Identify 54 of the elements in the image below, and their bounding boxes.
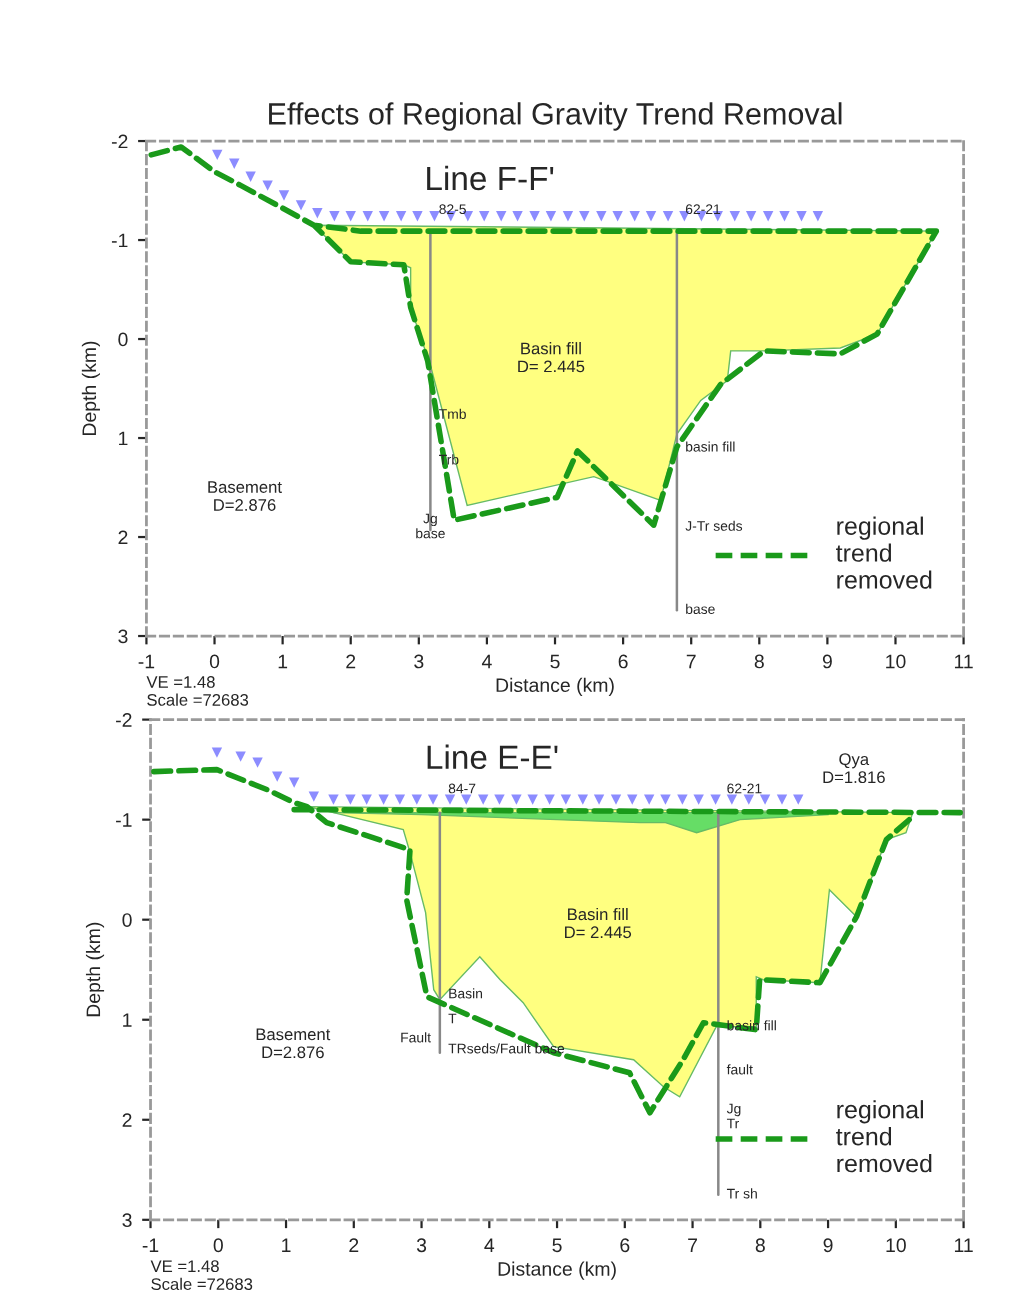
x-tick-label: 2 xyxy=(349,1238,359,1252)
y-tick-label: -1 xyxy=(111,233,128,248)
x-tick-label: 11 xyxy=(954,1238,973,1252)
legend-label: regional trend removed xyxy=(836,1100,932,1173)
y-axis-title: Depth (km) xyxy=(85,922,105,1017)
x-tick-label: 2 xyxy=(346,654,356,669)
text: VE =1.48 Scale =72683 xyxy=(150,1260,253,1291)
y-axis-title: Depth (km) xyxy=(81,341,100,436)
x-tick-label: 3 xyxy=(416,1238,427,1253)
x-tick-label: 3 xyxy=(414,654,424,669)
y-tick-label: 3 xyxy=(122,1213,132,1228)
y-tick-label: -2 xyxy=(116,713,132,727)
x-tick-label: 10 xyxy=(886,654,906,669)
text: Line E-E' xyxy=(427,744,558,770)
y-tick-label: 3 xyxy=(118,629,128,644)
annotation: Qya D=1.816 xyxy=(823,753,885,784)
x-tick-label: -1 xyxy=(138,654,155,669)
chart-title: Effects of Regional Gravity Trend Removal xyxy=(269,102,842,131)
x-tick-label: 9 xyxy=(822,654,832,669)
annotation: Basin fill D= 2.445 xyxy=(565,907,632,939)
x-tick-label: 1 xyxy=(282,1238,291,1252)
x-tick-label: -1 xyxy=(142,1238,159,1252)
y-tick-label: 1 xyxy=(123,1013,132,1027)
x-axis-title: Distance (km) xyxy=(498,1261,616,1280)
y-tick-label: -2 xyxy=(111,134,128,149)
y-tick-label: 2 xyxy=(122,1113,132,1127)
x-tick-label: 9 xyxy=(823,1238,833,1253)
x-tick-label: 7 xyxy=(688,1238,697,1252)
x-tick-label: 10 xyxy=(886,1238,906,1253)
x-tick-label: 8 xyxy=(755,1238,765,1253)
y-tick-label: 2 xyxy=(118,530,128,545)
text: VE =1.48 Scale =72683 xyxy=(146,676,249,706)
x-tick-label: 4 xyxy=(484,1238,495,1252)
annotation: Basement D=2.876 xyxy=(208,481,282,511)
y-tick-label: 0 xyxy=(118,332,128,347)
x-tick-label: 5 xyxy=(552,1238,562,1253)
y-tick-label: -1 xyxy=(116,813,132,827)
x-axis-title: Distance (km) xyxy=(496,677,614,696)
x-tick-label: 11 xyxy=(954,654,973,669)
x-tick-label: 5 xyxy=(550,654,560,669)
x-tick-label: 4 xyxy=(481,654,492,669)
y-tick-label: 1 xyxy=(119,431,128,446)
x-tick-label: 0 xyxy=(213,1238,223,1253)
x-tick-label: 1 xyxy=(278,654,288,669)
y-tick-label: 0 xyxy=(122,913,132,927)
annotation: Basin fill D= 2.445 xyxy=(518,342,585,373)
text: Line F-F' xyxy=(427,165,554,191)
annotation: Basement D=2.876 xyxy=(256,1028,331,1059)
x-tick-label: 6 xyxy=(618,654,628,669)
x-tick-label: 8 xyxy=(754,654,764,669)
legend-label: regional trend removed xyxy=(836,516,932,589)
x-tick-label: 7 xyxy=(686,654,696,669)
x-tick-label: 0 xyxy=(209,654,220,669)
x-tick-label: 6 xyxy=(620,1238,630,1253)
